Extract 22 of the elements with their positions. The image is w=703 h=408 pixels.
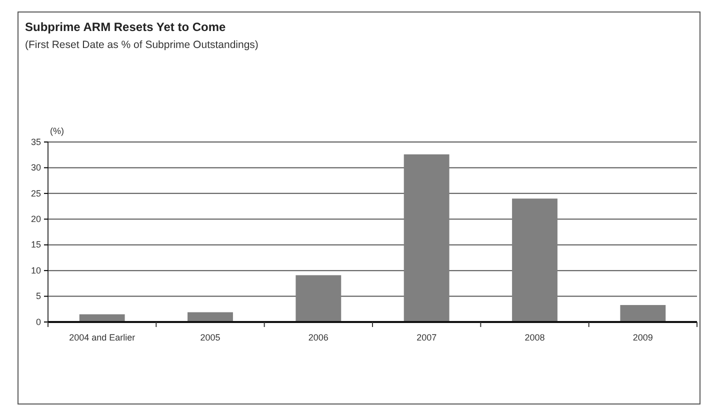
y-tick-label: 20 — [30, 214, 41, 224]
x-tick-label: 2004 and Earlier — [69, 332, 136, 342]
x-tick-label: 2005 — [200, 332, 220, 342]
bar — [404, 154, 450, 322]
x-tick-label: 2007 — [416, 332, 437, 342]
y-axis-title: (%) — [50, 126, 64, 136]
y-tick-label: 35 — [30, 136, 41, 147]
y-tick-label: 25 — [30, 188, 41, 198]
x-tick-label: 2008 — [524, 332, 545, 342]
bar — [296, 275, 342, 322]
y-tick-label: 15 — [30, 240, 41, 250]
x-tick-label: 2009 — [632, 332, 653, 342]
bar — [512, 198, 558, 322]
y-tick-label: 30 — [30, 162, 41, 173]
chart-subtitle: (First Reset Date as % of Subprime Outstandings) — [25, 39, 258, 51]
y-tick-label: 5 — [36, 291, 41, 302]
x-tick-label: 2006 — [308, 332, 328, 342]
y-tick-label: 10 — [30, 265, 41, 276]
bar — [188, 312, 233, 322]
y-tick-label: 0 — [36, 316, 41, 327]
chart-title: Subprime ARM Resets Yet to Come — [25, 20, 226, 34]
bar — [620, 305, 666, 322]
